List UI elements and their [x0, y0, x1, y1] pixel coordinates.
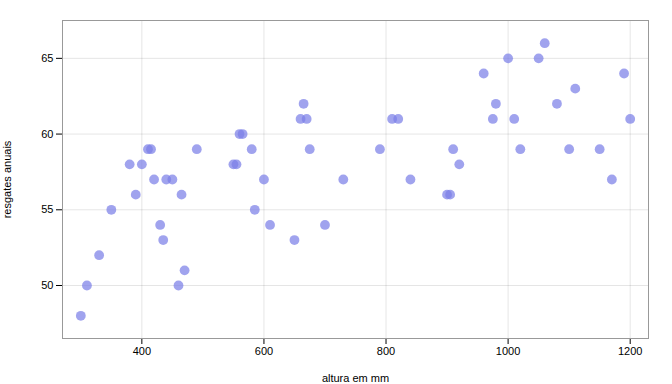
- svg-text:altura em mm: altura em mm: [322, 372, 389, 384]
- svg-text:400: 400: [133, 345, 151, 357]
- svg-text:60: 60: [41, 128, 53, 140]
- svg-text:50: 50: [41, 279, 53, 291]
- svg-text:1000: 1000: [496, 345, 520, 357]
- svg-text:65: 65: [41, 52, 53, 64]
- svg-text:600: 600: [255, 345, 273, 357]
- svg-text:800: 800: [377, 345, 395, 357]
- svg-text:55: 55: [41, 203, 53, 215]
- svg-text:1200: 1200: [618, 345, 642, 357]
- svg-text:resgates anuais: resgates anuais: [1, 140, 13, 218]
